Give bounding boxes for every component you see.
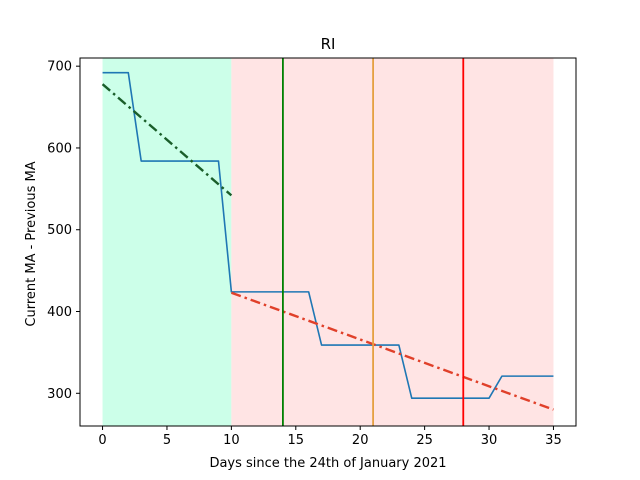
shaded-region-1: [231, 58, 554, 426]
plot-frame: [79, 57, 577, 427]
x-tick-label: 35: [545, 433, 562, 448]
chart-title: RI: [321, 35, 336, 53]
x-tick-label: 5: [163, 433, 171, 448]
y-tick-label: 400: [47, 305, 72, 320]
x-tick-label: 30: [481, 433, 498, 448]
x-axis-ticks: 0 5 10 15 20 25 30 35: [98, 426, 562, 448]
shaded-region-0: [102, 58, 232, 426]
y-axis-ticks: 300 400 500 600 700: [47, 60, 80, 402]
trend-line-after: [230, 291, 554, 411]
shaded-regions: [102, 58, 554, 426]
x-tick-label: 20: [352, 433, 369, 448]
x-axis-label: Days since the 24th of January 2021: [209, 456, 446, 471]
x-tick-label: 25: [416, 433, 433, 448]
y-tick-label: 300: [47, 387, 72, 402]
y-tick-label: 700: [47, 60, 72, 75]
x-tick-label: 0: [98, 433, 106, 448]
actual-line: [102, 71, 554, 400]
vertical-lines: [282, 58, 465, 426]
y-tick-label: 600: [47, 141, 72, 156]
y-axis-label: Current MA - Previous MA: [24, 161, 39, 326]
y-tick-label: 500: [47, 223, 72, 238]
x-tick-label: 10: [223, 433, 240, 448]
trend-line-before: [101, 83, 233, 197]
x-tick-label: 15: [288, 433, 305, 448]
series-group: [101, 71, 554, 411]
